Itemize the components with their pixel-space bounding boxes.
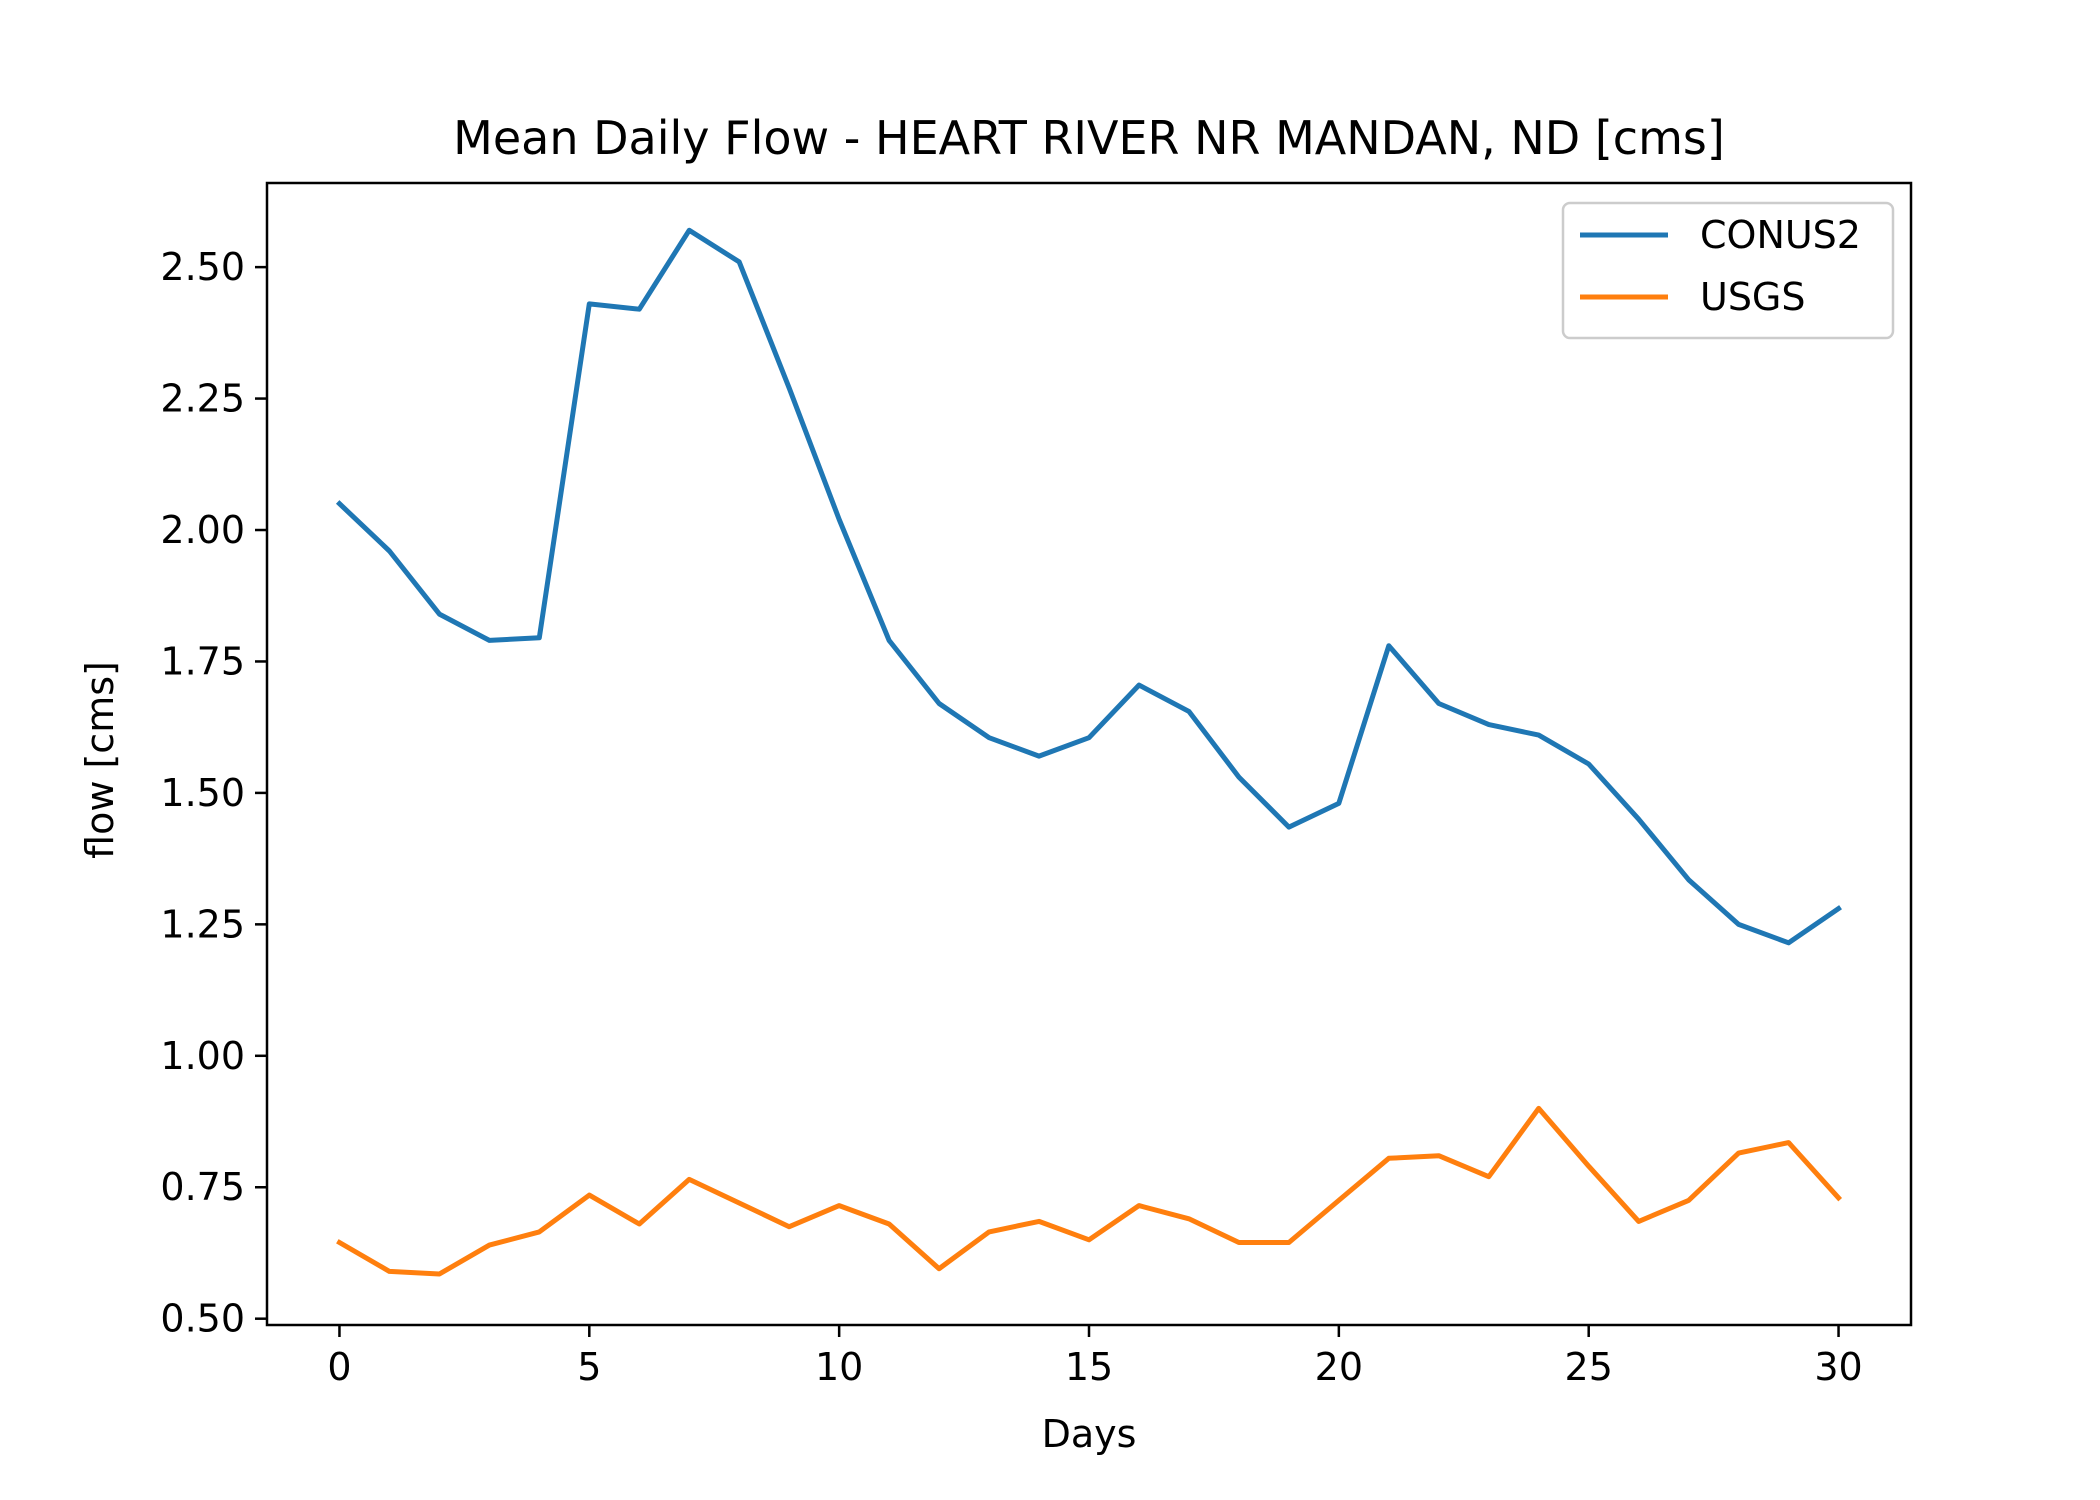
chart-title: Mean Daily Flow - HEART RIVER NR MANDAN,… xyxy=(453,111,1725,165)
x-tick-label: 30 xyxy=(1814,1345,1862,1389)
series-line-usgs xyxy=(336,1105,1843,1277)
x-tick-label: 25 xyxy=(1565,1345,1613,1389)
x-tick-label: 5 xyxy=(577,1345,601,1389)
x-axis-title: Days xyxy=(1042,1412,1137,1456)
y-tick-label: 2.25 xyxy=(160,377,245,421)
y-tick-label: 2.00 xyxy=(160,508,245,552)
x-tick-label: 0 xyxy=(327,1345,351,1389)
x-tick-label: 20 xyxy=(1315,1345,1363,1389)
y-tick-label: 1.00 xyxy=(160,1034,245,1078)
y-tick-label: 2.50 xyxy=(160,245,245,289)
y-tick-label: 0.75 xyxy=(160,1165,245,1209)
plot-area: 0 5 10 15 20 25 30 0.50 0.75 1.00 1.25 1.50 1.75 2.00… xyxy=(160,181,1913,1389)
legend: CONUS2 USGS xyxy=(1561,201,1895,340)
y-axis-title: flow [cms] xyxy=(78,661,122,859)
x-tick-label: 10 xyxy=(815,1345,863,1389)
series-line-conus2 xyxy=(335,227,1842,946)
y-tick-label: 1.50 xyxy=(160,771,245,815)
y-tick-label: 1.75 xyxy=(160,639,245,683)
legend-label-usgs: USGS xyxy=(1700,275,1806,319)
x-tick-label: 15 xyxy=(1065,1345,1113,1389)
y-tick-label: 0.50 xyxy=(160,1297,245,1341)
legend-label-conus2: CONUS2 xyxy=(1700,213,1861,257)
y-tick-label: 1.25 xyxy=(160,902,245,946)
